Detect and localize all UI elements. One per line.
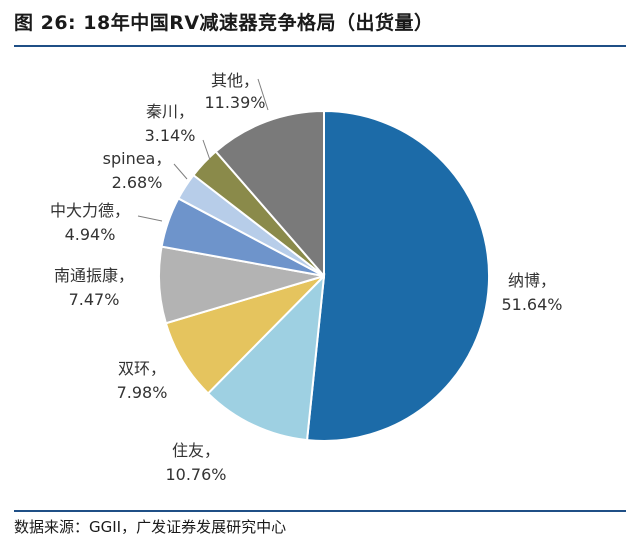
- source-note: 数据来源：GGII，广发证券发展研究中心: [14, 518, 287, 536]
- leader-line: [137, 215, 163, 222]
- source-divider: [14, 510, 626, 512]
- slice-value-label: 7.98%: [117, 383, 168, 402]
- pie-slices: [158, 109, 491, 442]
- slice-value-label: 11.39%: [204, 93, 265, 112]
- slice-name-label: 住友，: [172, 441, 220, 460]
- leader-lines: [137, 78, 269, 222]
- slice-name-label: 秦川，: [146, 102, 194, 121]
- pie-slice-2: [206, 273, 326, 442]
- slice-value-label: 3.14%: [145, 126, 196, 145]
- slice-value-label: 2.68%: [112, 173, 163, 192]
- slice-name-label: 双环，: [118, 359, 166, 378]
- slice-name-label: 纳博，: [508, 271, 556, 290]
- slice-value-label: 7.47%: [69, 290, 120, 309]
- pie-slice-1: [305, 109, 491, 442]
- leader-line: [202, 139, 211, 161]
- slice-name-label: 中大力德，: [50, 201, 130, 220]
- chart-title: 图 26: 18年中国RV减速器竞争格局（出货量）: [14, 12, 434, 34]
- slice-labels: 纳博， 51.64% 住友， 10.76% 双环， 7.98% 南通振康， 7.47% 中大力德…: [50, 71, 563, 484]
- title-divider: [14, 45, 626, 47]
- leader-line: [257, 78, 269, 111]
- slice-name-label: 南通振康，: [54, 266, 134, 285]
- slice-value-label: 10.76%: [165, 465, 226, 484]
- leader-line: [173, 163, 188, 180]
- slice-name-label: spinea，: [103, 149, 172, 168]
- slice-value-label: 4.94%: [65, 225, 116, 244]
- slice-name-label: 其他，: [211, 71, 259, 90]
- slice-value-label: 51.64%: [501, 295, 562, 314]
- pie-slice-8: [214, 109, 325, 279]
